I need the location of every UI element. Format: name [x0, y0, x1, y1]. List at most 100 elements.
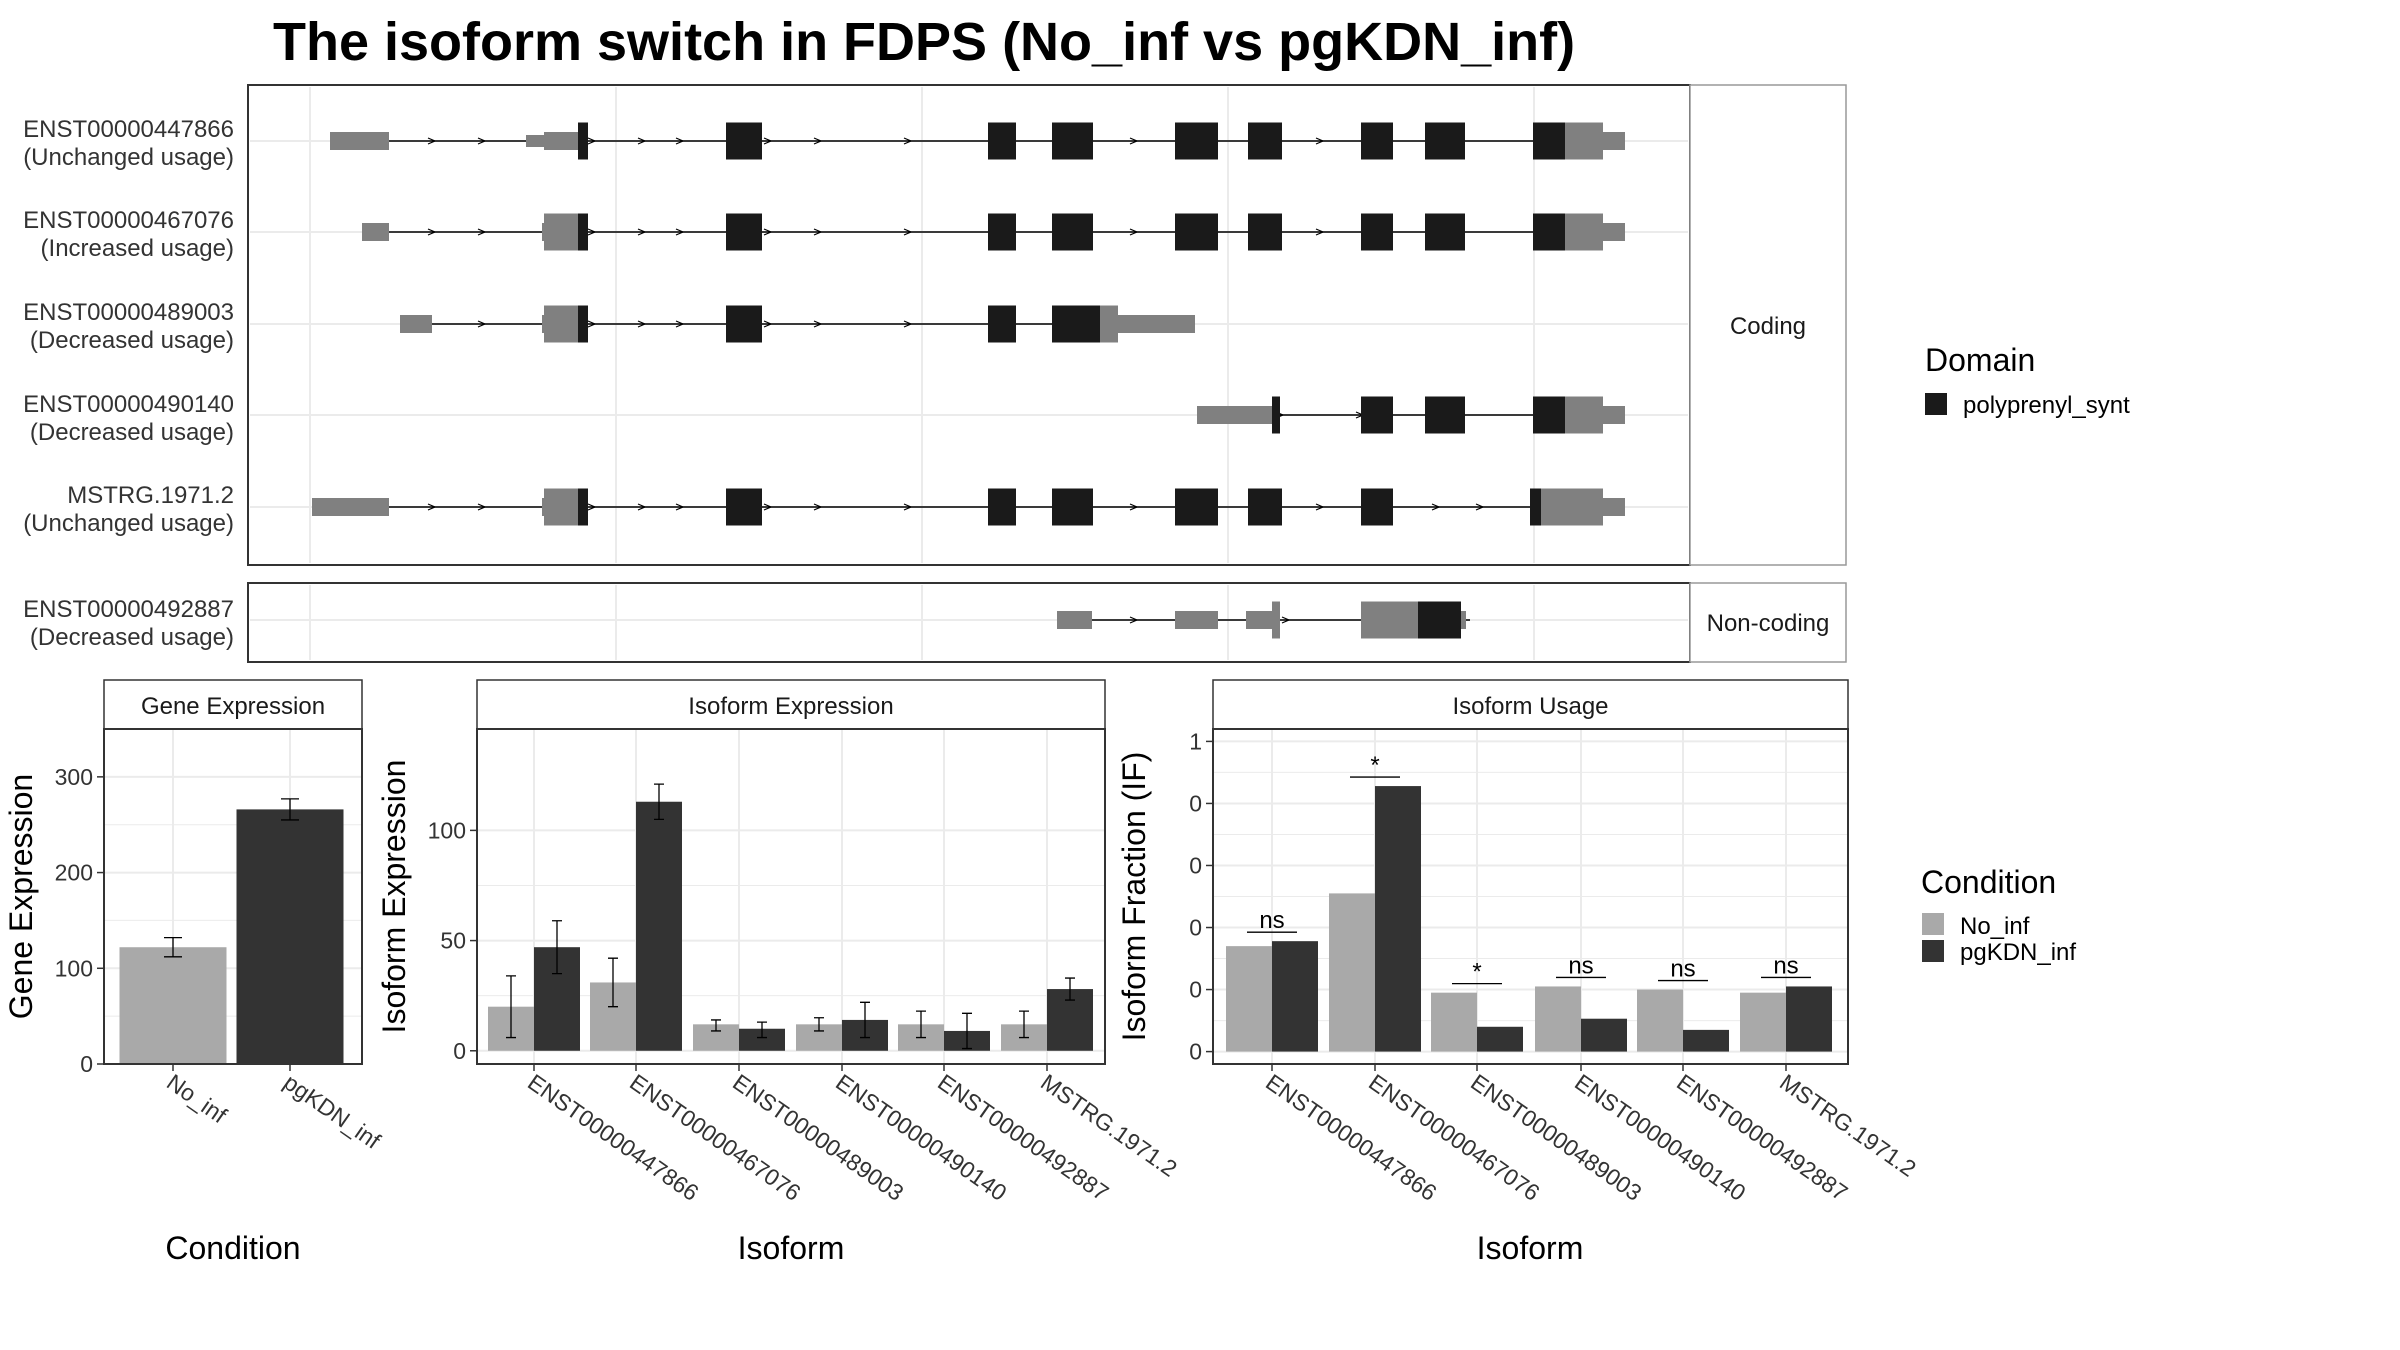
utr-exon-block: [544, 305, 578, 343]
utr-exon-block: [1603, 132, 1625, 150]
utr-exon-block: [544, 213, 578, 251]
x-tick-label: ENST00000490140: [1570, 1069, 1750, 1206]
utr-exon-block: [362, 223, 389, 241]
bar-pgkdn_inf-3: [1477, 1026, 1523, 1052]
y-tick-label: 0: [1189, 1039, 1202, 1065]
bar-pgkdn_inf-6: [1786, 986, 1832, 1052]
direction-arrow: [587, 137, 597, 145]
bar-no_inf-5: [1637, 989, 1683, 1052]
utr-exon-block: [1565, 213, 1603, 251]
x-tick-label: ENST00000447866: [1261, 1069, 1441, 1206]
domain-exon-block: [578, 305, 588, 343]
y-tick-label: 0: [453, 1038, 466, 1064]
x-axis-title: Condition: [165, 1230, 300, 1266]
direction-arrow: [1475, 503, 1485, 511]
domain-exon-block: [1248, 122, 1282, 160]
bar-pgkdn_inf-5: [1683, 1029, 1729, 1052]
x-tick-label: ENST00000492887: [1672, 1069, 1852, 1206]
x-tick-label: ENST00000492887: [933, 1069, 1113, 1206]
bar-pgkdn_inf-1: [1272, 941, 1318, 1052]
direction-arrow: [637, 228, 647, 236]
domain-exon-block: [1361, 122, 1393, 160]
x-tick-label: No_inf: [162, 1069, 232, 1129]
error-bar: [608, 957, 618, 1008]
direction-arrow: [813, 320, 823, 328]
significance-label: ns: [1568, 952, 1593, 979]
x-tick-label: pgKDN_inf: [279, 1069, 386, 1154]
domain-exon-block: [988, 122, 1016, 160]
figure-title: The isoform switch in FDPS (No_inf vs pg…: [273, 12, 1575, 72]
isoform-usage-5: (Unchanged usage): [23, 510, 234, 537]
direction-arrow: [675, 503, 685, 511]
panel-strip: [103, 679, 363, 730]
y-tick-label: 0: [1189, 977, 1202, 1003]
condition-legend-key-pgkdn-inf: [1922, 940, 1944, 962]
domain-exon-block: [578, 213, 588, 251]
utr-exon-block: [312, 498, 389, 516]
domain-exon-block: [1272, 396, 1280, 434]
direction-arrow: [477, 320, 487, 328]
domain-exon-block: [1361, 213, 1393, 251]
transcript-track-3: [400, 305, 1195, 343]
transcript-track-2: [362, 213, 1625, 251]
coding-strip-label: Coding: [1730, 313, 1806, 340]
error-bar: [164, 937, 182, 958]
isoform-usage-3: (Decreased usage): [30, 327, 234, 354]
error-bar: [916, 1010, 926, 1039]
transcript-track-1: [330, 122, 1625, 160]
domain-exon-block: [1175, 122, 1218, 160]
x-tick-label: ENST00000490140: [831, 1069, 1011, 1206]
direction-arrow: [763, 137, 773, 145]
bar-no_inf-3: [1431, 992, 1477, 1052]
condition-legend-label-no-inf: No_inf: [1960, 913, 2030, 940]
utr-exon-block: [544, 488, 578, 526]
direction-arrow: [903, 320, 913, 328]
bar-pgkdn_inf: [236, 809, 344, 1064]
utr-exon-block: [1057, 611, 1092, 629]
domain-exon-block: [1425, 213, 1465, 251]
x-axis-title: Isoform: [1477, 1230, 1584, 1266]
isoform-label-4: ENST00000490140: [23, 391, 234, 418]
direction-arrow: [637, 503, 647, 511]
direction-arrow: [427, 137, 437, 145]
significance-label: ns: [1773, 952, 1798, 979]
direction-arrow: [763, 320, 773, 328]
utr-exon-block: [1100, 305, 1118, 343]
domain-exon-block: [578, 488, 588, 526]
x-tick-label: ENST00000489003: [728, 1069, 908, 1206]
error-bar: [860, 1001, 870, 1039]
transcript-track-5: [312, 488, 1625, 526]
noncoding-strip: [1689, 582, 1847, 663]
direction-arrow: [587, 503, 597, 511]
isoform-usage-2: (Increased usage): [41, 235, 234, 262]
direction-arrow: [637, 137, 647, 145]
direction-arrow: [1129, 503, 1139, 511]
utr-exon-block: [544, 132, 578, 150]
isoform-usage-4: (Decreased usage): [30, 419, 234, 446]
direction-arrow: [763, 228, 773, 236]
significance-label: ns: [1259, 907, 1284, 934]
domain-exon-block: [1052, 213, 1093, 251]
direction-arrow: [763, 503, 773, 511]
y-tick-label: 50: [440, 928, 466, 954]
panel-strip-label: Isoform Expression: [688, 693, 893, 720]
significance-label: *: [1370, 752, 1379, 779]
significance-label: *: [1472, 959, 1481, 986]
direction-arrow: [477, 228, 487, 236]
transcript-structure-panel: Coding Non-coding ENST00000447866 (Uncha…: [23, 84, 1847, 663]
direction-arrow: [587, 228, 597, 236]
y-tick-label: 100: [55, 955, 93, 981]
bar-panel-2: Isoform Expression050100ENST00000447866E…: [376, 679, 1182, 1266]
error-bar: [962, 1012, 972, 1050]
x-tick-label: ENST00000447866: [523, 1069, 703, 1206]
domain-legend-title: Domain: [1925, 342, 2035, 378]
panel-strip: [1212, 679, 1849, 730]
panel-strip: [476, 679, 1106, 730]
domain-exon-block: [1533, 122, 1565, 160]
domain-exon-block: [1052, 305, 1100, 343]
domain-exon-block: [726, 122, 762, 160]
domain-legend: Domain polyprenyl_synt: [1925, 342, 2130, 419]
error-bar: [506, 975, 516, 1039]
y-tick-label: 200: [55, 860, 93, 886]
direction-arrow: [1315, 503, 1325, 511]
